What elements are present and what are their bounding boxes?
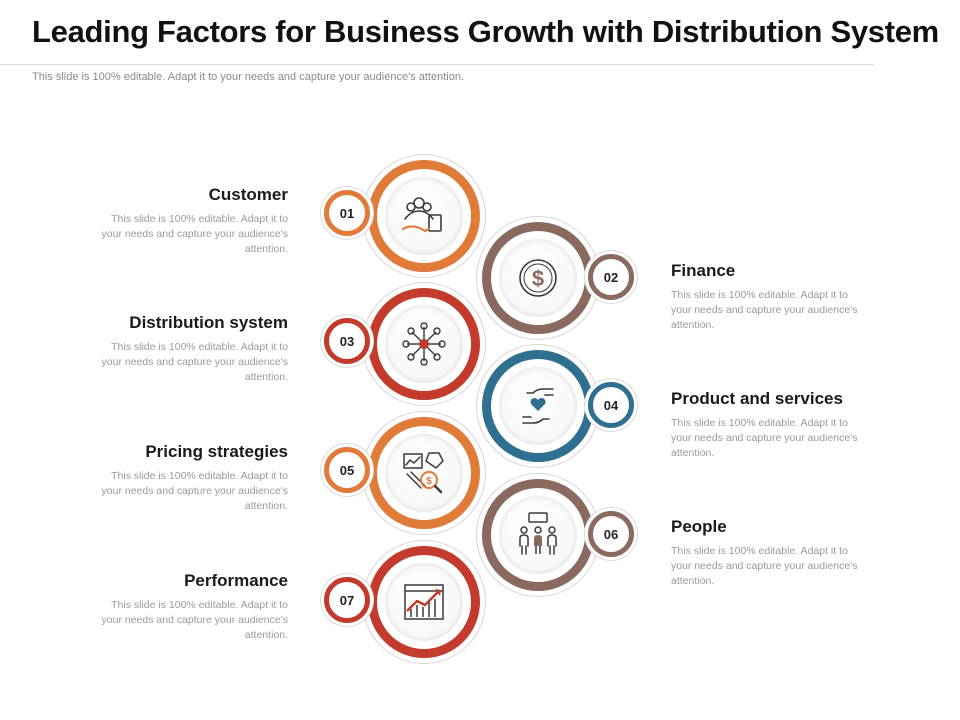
factor-label: Distribution system — [129, 313, 288, 332]
factor-label: Pricing strategies — [145, 442, 288, 461]
factor-description: This slide is 100% editable. Adapt it to… — [101, 599, 288, 641]
number-badge-06: 06 — [588, 511, 634, 557]
svg-text:$: $ — [426, 476, 432, 487]
factor-label: Finance — [671, 261, 736, 280]
number-badge-02: 02 — [588, 254, 634, 300]
number-badge-07: 07 — [324, 577, 370, 623]
factor-ring-03 — [368, 288, 480, 400]
factor-ring-06 — [482, 479, 594, 591]
factor-description: This slide is 100% editable. Adapt it to… — [671, 417, 858, 459]
factor-item-distribution-system: Distribution system This slide is 100% e… — [98, 312, 288, 385]
factor-ring-02: $ — [482, 222, 594, 334]
factor-item-product-and-services: Product and services This slide is 100% … — [671, 388, 861, 461]
factor-item-finance: Finance This slide is 100% editable. Ada… — [671, 260, 861, 333]
factor-description: This slide is 100% editable. Adapt it to… — [101, 341, 288, 383]
page-subtitle: This slide is 100% editable. Adapt it to… — [32, 71, 464, 83]
factor-label: Performance — [184, 571, 288, 590]
factor-label: Customer — [208, 185, 288, 204]
title-divider — [0, 64, 874, 65]
factor-description: This slide is 100% editable. Adapt it to… — [101, 213, 288, 255]
factor-ring-05: $ — [368, 417, 480, 529]
factor-description: This slide is 100% editable. Adapt it to… — [101, 470, 288, 512]
factor-item-pricing-strategies: Pricing strategies This slide is 100% ed… — [98, 441, 288, 514]
factor-label: People — [671, 517, 727, 536]
people-group-icon — [519, 512, 557, 555]
growth-chart-icon — [404, 584, 444, 620]
factor-ring-04 — [482, 350, 594, 462]
factor-description: This slide is 100% editable. Adapt it to… — [671, 545, 858, 587]
factor-ring-07 — [368, 546, 480, 658]
network-hub-icon — [402, 322, 446, 366]
factor-ring-01 — [368, 160, 480, 272]
number-badge-01: 01 — [324, 190, 370, 236]
number-badge-03: 03 — [324, 318, 370, 364]
number-badge-04: 04 — [588, 382, 634, 428]
page-title: Leading Factors for Business Growth with… — [32, 14, 939, 49]
customer-support-icon — [401, 197, 442, 233]
dollar-coin-icon: $ — [519, 259, 557, 297]
number-badge-05: 05 — [324, 447, 370, 493]
factor-item-performance: Performance This slide is 100% editable.… — [98, 570, 288, 643]
hands-heart-icon — [522, 388, 554, 424]
factor-item-customer: Customer This slide is 100% editable. Ad… — [98, 184, 288, 257]
pricing-analysis-icon: $ — [403, 452, 444, 494]
factor-description: This slide is 100% editable. Adapt it to… — [671, 289, 858, 331]
svg-text:$: $ — [532, 266, 544, 291]
factor-item-people: People This slide is 100% editable. Adap… — [671, 516, 861, 589]
factor-label: Product and services — [671, 389, 843, 408]
